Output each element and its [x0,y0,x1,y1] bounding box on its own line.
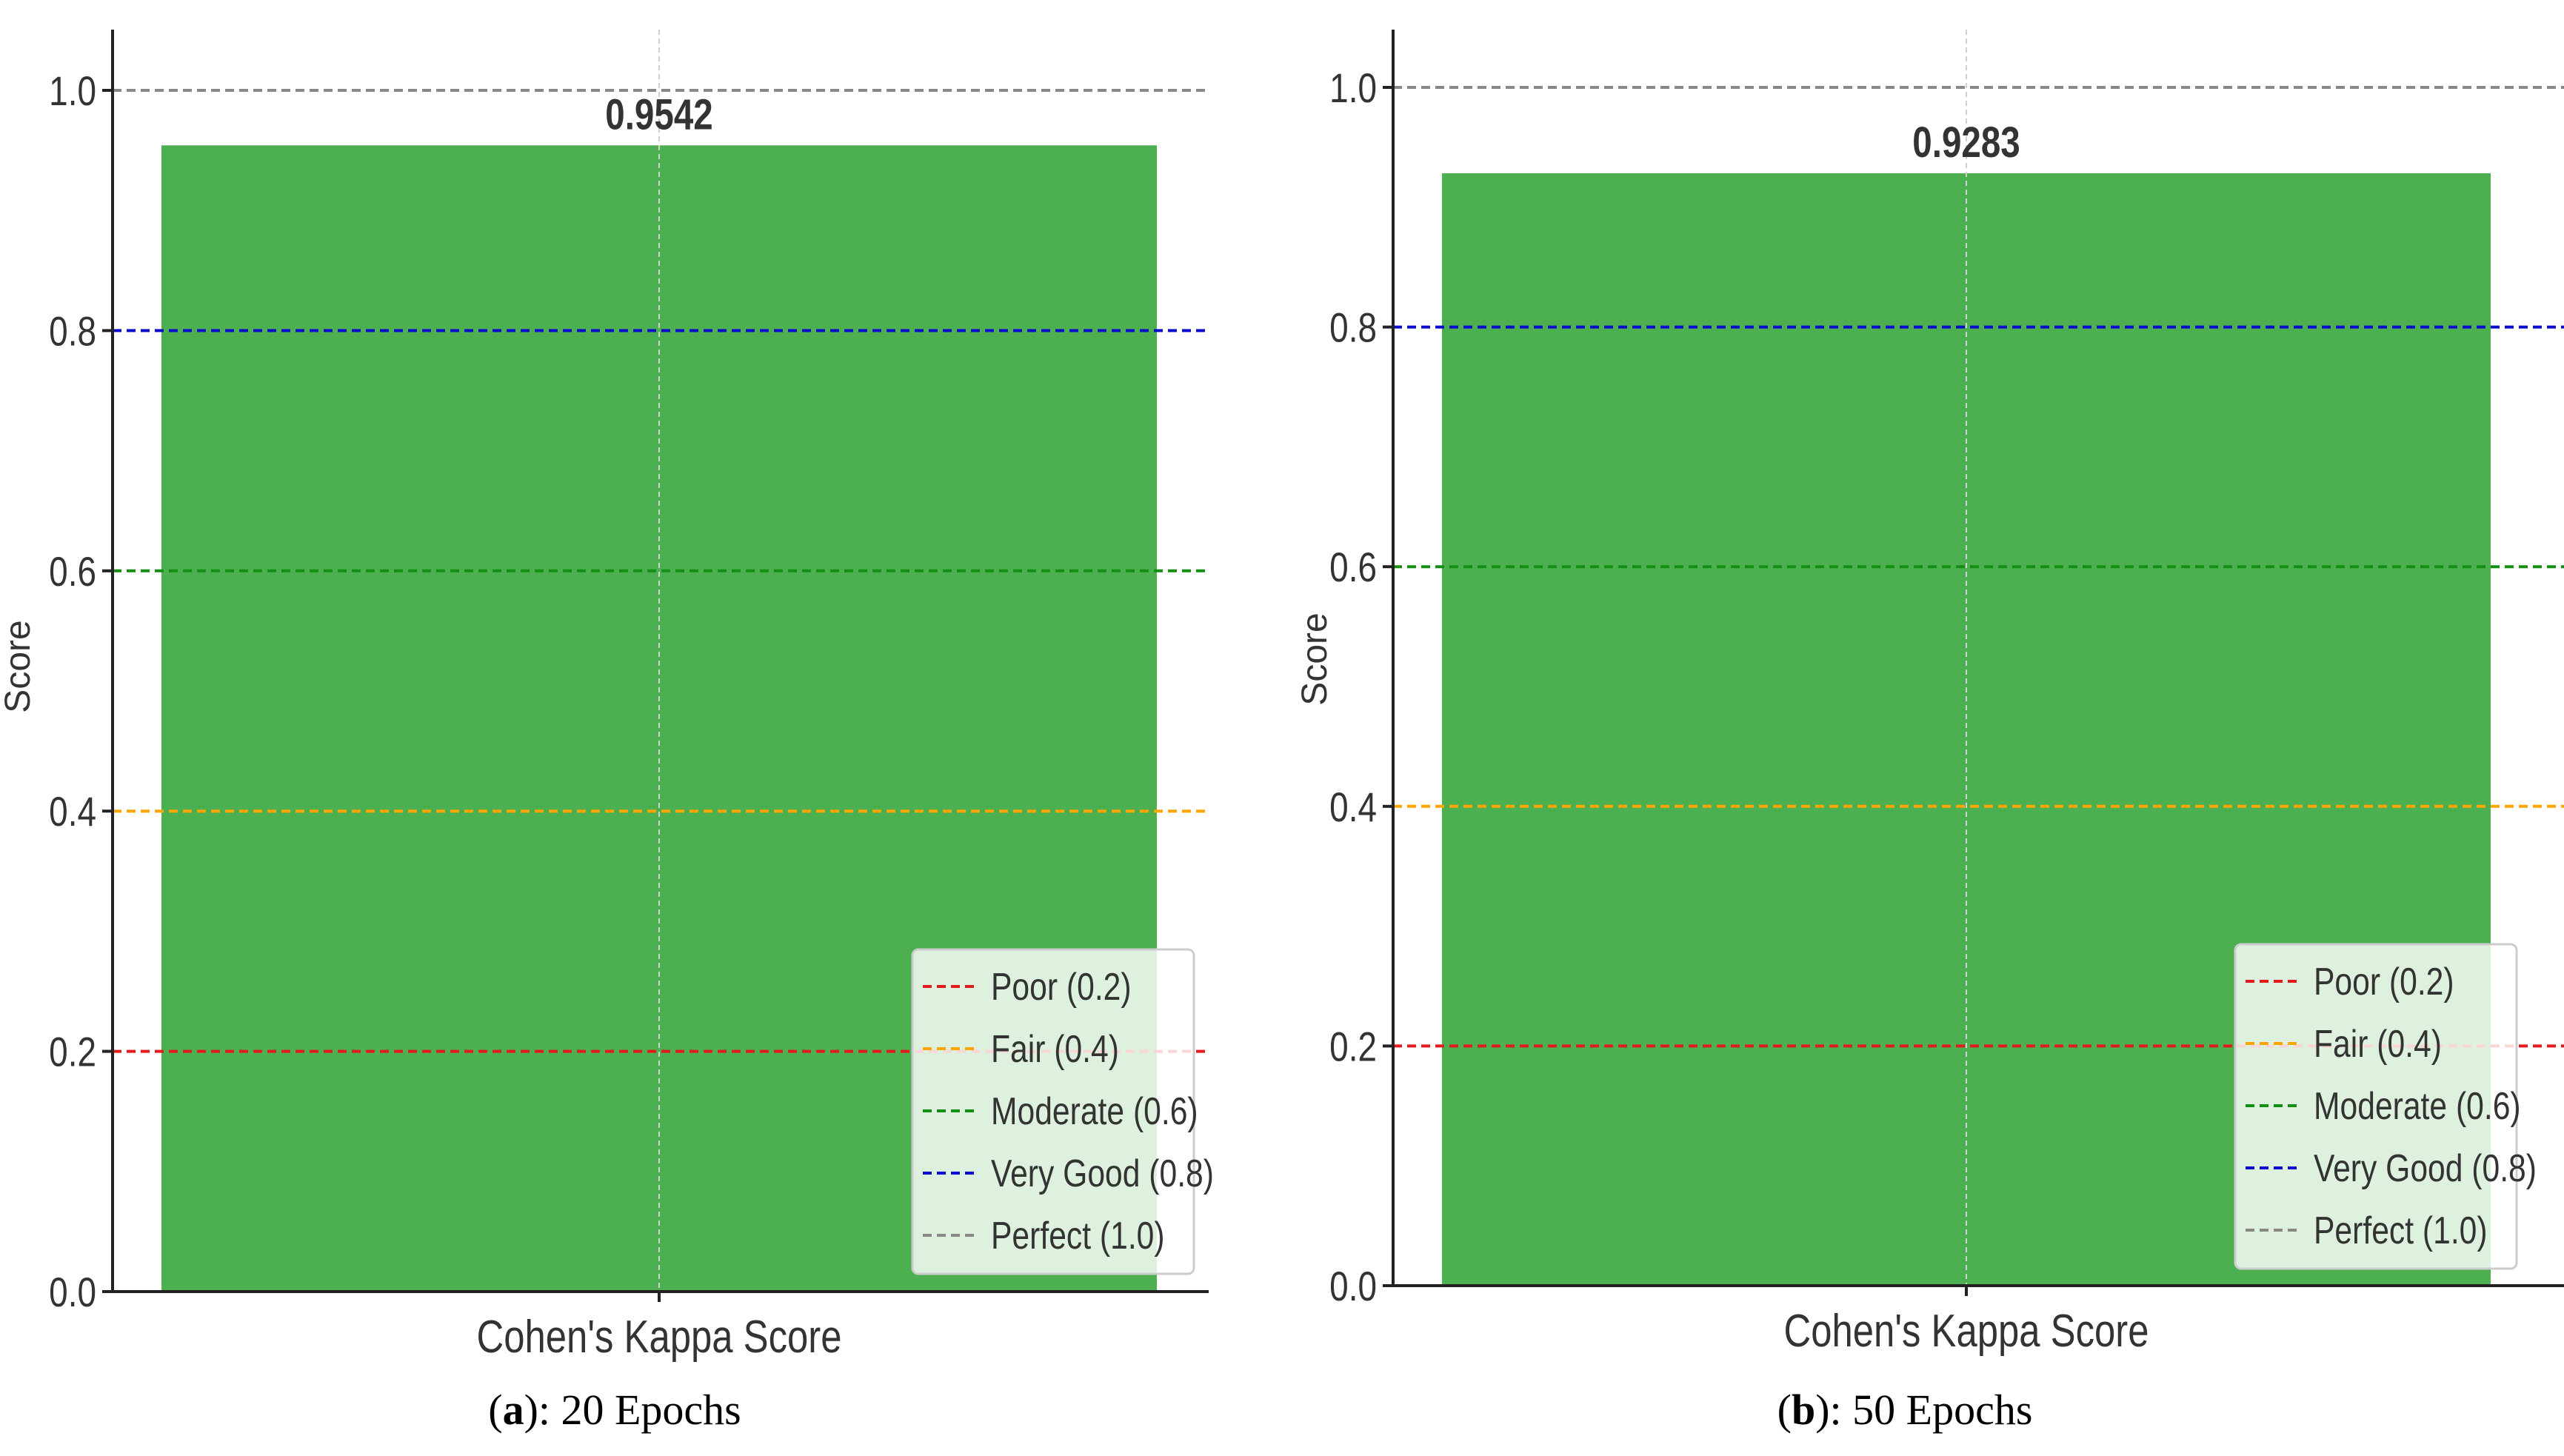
y-tick-label: 0.6 [49,548,96,594]
caption-b: (b): 50 Epochs [1777,1386,2033,1434]
y-tick-label: 0.0 [1329,1263,1377,1309]
legend-label-2: Moderate (0.6) [2314,1085,2521,1128]
caption-b-text: : 50 Epochs [1829,1386,2033,1434]
legend: Poor (0.2) Fair (0.4) Moderate (0.6) Very G… [2234,943,2537,1270]
caption-a-text: : 20 Epochs [538,1386,741,1434]
y-tick-label: 0.2 [49,1029,96,1075]
y-tick-label: 0.8 [1329,304,1377,350]
y-tick-label: 0.4 [49,789,96,835]
y-tick-label: 1.0 [49,68,96,114]
legend-label-4: Perfect (1.0) [991,1215,1165,1258]
y-axis-label: Score [1295,612,1335,705]
legend-box [2234,943,2518,1270]
y-tick-label: 0.8 [49,308,96,354]
legend-label-0: Poor (0.2) [991,966,1132,1009]
y-tick-label: 0.2 [1329,1023,1377,1069]
bar-value-label: 0.9283 [1912,119,2020,167]
legend-box [911,948,1195,1275]
y-tick-label: 0.6 [1329,544,1377,590]
y-axis-label: Score [0,620,38,712]
legend-label-1: Fair (0.4) [2314,1023,2442,1066]
y-tick-label: 1.0 [1329,65,1377,111]
caption-a: (a): 20 Epochs [488,1386,741,1434]
caption-b-letter: b [1791,1386,1816,1434]
legend-label-3: Very Good (0.8) [991,1152,1214,1195]
legend-label-1: Fair (0.4) [991,1028,1119,1071]
legend: Poor (0.2) Fair (0.4) Moderate (0.6) Very G… [911,948,1214,1275]
bar-value-label: 0.9542 [605,91,712,139]
kappa-chart-20-epochs: 0.0 0.2 0.4 0.6 0.8 1.0 Cohen's Kappa Score Sco… [0,30,1214,1363]
x-tick-label: Cohen's Kappa Score [1784,1306,2149,1357]
legend-label-4: Perfect (1.0) [2314,1209,2488,1252]
legend-label-2: Moderate (0.6) [991,1090,1198,1133]
y-tick-label: 0.0 [49,1269,96,1315]
y-tick-label: 0.4 [1329,784,1377,829]
legend-label-0: Poor (0.2) [2314,961,2454,1003]
caption-a-letter: a [502,1386,524,1434]
kappa-chart-50-epochs: 0.0 0.2 0.4 0.6 0.8 1.0 Cohen's Kappa Score Sco… [1295,30,2564,1357]
x-tick-label: Cohen's Kappa Score [477,1312,842,1363]
legend-label-3: Very Good (0.8) [2314,1147,2537,1190]
